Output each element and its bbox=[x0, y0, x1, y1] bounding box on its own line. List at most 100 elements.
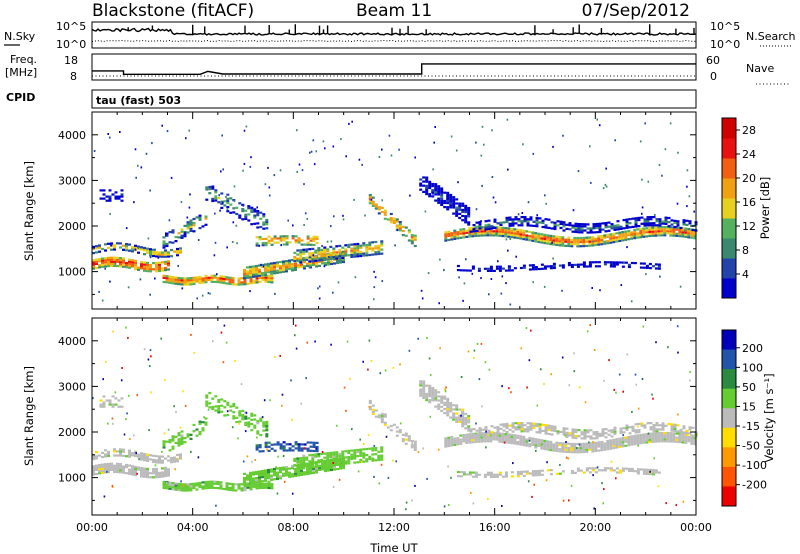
scatter-cell bbox=[270, 243, 274, 246]
scatter-cell bbox=[625, 224, 629, 227]
scatter-cell bbox=[678, 235, 682, 238]
scatter-cell bbox=[555, 472, 559, 475]
scatter-cell bbox=[279, 271, 282, 274]
scatter-cell bbox=[453, 229, 457, 232]
scatter-cell bbox=[134, 263, 137, 267]
scatter-cell bbox=[462, 230, 466, 233]
scatter-cell bbox=[619, 429, 623, 432]
scatter-cell bbox=[558, 236, 562, 239]
scatter-cell bbox=[297, 472, 300, 475]
scatter-cell bbox=[682, 427, 686, 430]
scatter-cell bbox=[92, 263, 95, 266]
noise-cell bbox=[480, 220, 482, 223]
scatter-cell bbox=[374, 245, 378, 248]
scatter-cell bbox=[368, 243, 372, 246]
scatter-cell bbox=[300, 265, 303, 268]
scatter-cell bbox=[261, 469, 264, 473]
scatter-cell bbox=[110, 248, 113, 251]
scatter-cell bbox=[462, 269, 466, 272]
scatter-cell bbox=[594, 467, 598, 470]
scatter-cell bbox=[565, 427, 569, 430]
scatter-cell bbox=[335, 461, 339, 464]
scatter-cell bbox=[285, 260, 288, 263]
noise-cell bbox=[294, 324, 297, 327]
scatter-cell bbox=[658, 218, 662, 221]
scatter-cell bbox=[657, 438, 661, 441]
scatter-cell bbox=[693, 231, 697, 234]
scatter-cell bbox=[282, 466, 285, 469]
scatter-cell bbox=[535, 223, 539, 226]
beam-title: Beam 11 bbox=[356, 1, 432, 21]
scatter-cell bbox=[687, 227, 691, 231]
scatter-cell bbox=[501, 438, 505, 441]
noise-cell bbox=[121, 367, 123, 369]
scatter-cell bbox=[128, 249, 131, 252]
scatter-cell bbox=[513, 236, 517, 239]
scatter-cell bbox=[179, 251, 182, 254]
velocity-x-ticks: 00:00 04:00 08:00 12:00 16:00 20:00 00:00 bbox=[76, 318, 712, 534]
scatter-cell bbox=[377, 458, 381, 462]
scatter-cell bbox=[247, 421, 251, 424]
scatter-cell bbox=[446, 193, 450, 196]
scatter-cell bbox=[219, 275, 223, 278]
scatter-cell bbox=[162, 276, 166, 279]
noise-cell bbox=[644, 122, 646, 125]
noise-cell bbox=[127, 286, 130, 289]
scatter-cell bbox=[134, 261, 137, 265]
scatter-cell bbox=[252, 279, 256, 282]
noise-cell bbox=[614, 139, 616, 142]
scatter-cell bbox=[155, 470, 158, 473]
scatter-cell bbox=[525, 472, 529, 475]
scatter-cell bbox=[519, 437, 523, 440]
scatter-cell bbox=[299, 463, 303, 466]
scatter-cell bbox=[347, 449, 351, 452]
scatter-cell bbox=[176, 250, 179, 253]
noise-cell bbox=[536, 214, 538, 217]
scatter-cell bbox=[452, 412, 456, 415]
scatter-cell bbox=[579, 444, 583, 448]
scatter-cell bbox=[461, 423, 465, 426]
scatter-cell bbox=[294, 266, 297, 269]
scatter-cell bbox=[467, 429, 471, 432]
scatter-cell bbox=[282, 243, 286, 246]
scatter-cell bbox=[585, 238, 589, 241]
scatter-cell bbox=[535, 431, 539, 434]
scatter-cell bbox=[556, 224, 560, 227]
noise-cell bbox=[148, 429, 150, 432]
scatter-cell bbox=[177, 276, 181, 280]
scatter-cell bbox=[152, 254, 155, 258]
scatter-cell bbox=[474, 234, 478, 237]
scatter-cell bbox=[113, 264, 116, 267]
scatter-cell bbox=[342, 462, 345, 465]
noise-cell bbox=[622, 434, 624, 437]
scatter-cell bbox=[264, 486, 268, 489]
noise-cell bbox=[359, 438, 361, 441]
noise-cell bbox=[532, 152, 535, 155]
scatter-cell bbox=[332, 251, 336, 254]
scatter-cell bbox=[471, 432, 475, 436]
scatter-cell bbox=[428, 180, 432, 183]
scatter-cell bbox=[492, 230, 496, 233]
scatter-cell bbox=[585, 467, 589, 470]
scatter-cell bbox=[279, 477, 282, 480]
scatter-cell bbox=[264, 484, 268, 487]
scatter-cell bbox=[174, 240, 178, 243]
scatter-cell bbox=[120, 189, 124, 192]
scatter-cell bbox=[604, 226, 608, 229]
scatter-cell bbox=[597, 449, 601, 452]
scatter-cell bbox=[113, 466, 116, 469]
scatter-cell bbox=[477, 269, 481, 272]
scatter-cell bbox=[489, 440, 493, 443]
scatter-cell bbox=[192, 222, 196, 225]
scatter-cell bbox=[285, 264, 288, 267]
scatter-cell bbox=[323, 256, 327, 259]
scatter-cell bbox=[134, 469, 137, 473]
scatter-cell bbox=[282, 447, 286, 450]
scatter-cell bbox=[471, 233, 475, 236]
scatter-cell bbox=[526, 222, 530, 225]
noise-cell bbox=[399, 363, 401, 366]
scatter-cell bbox=[465, 441, 469, 444]
scatter-cell bbox=[312, 263, 315, 266]
scatter-cell bbox=[279, 269, 282, 272]
